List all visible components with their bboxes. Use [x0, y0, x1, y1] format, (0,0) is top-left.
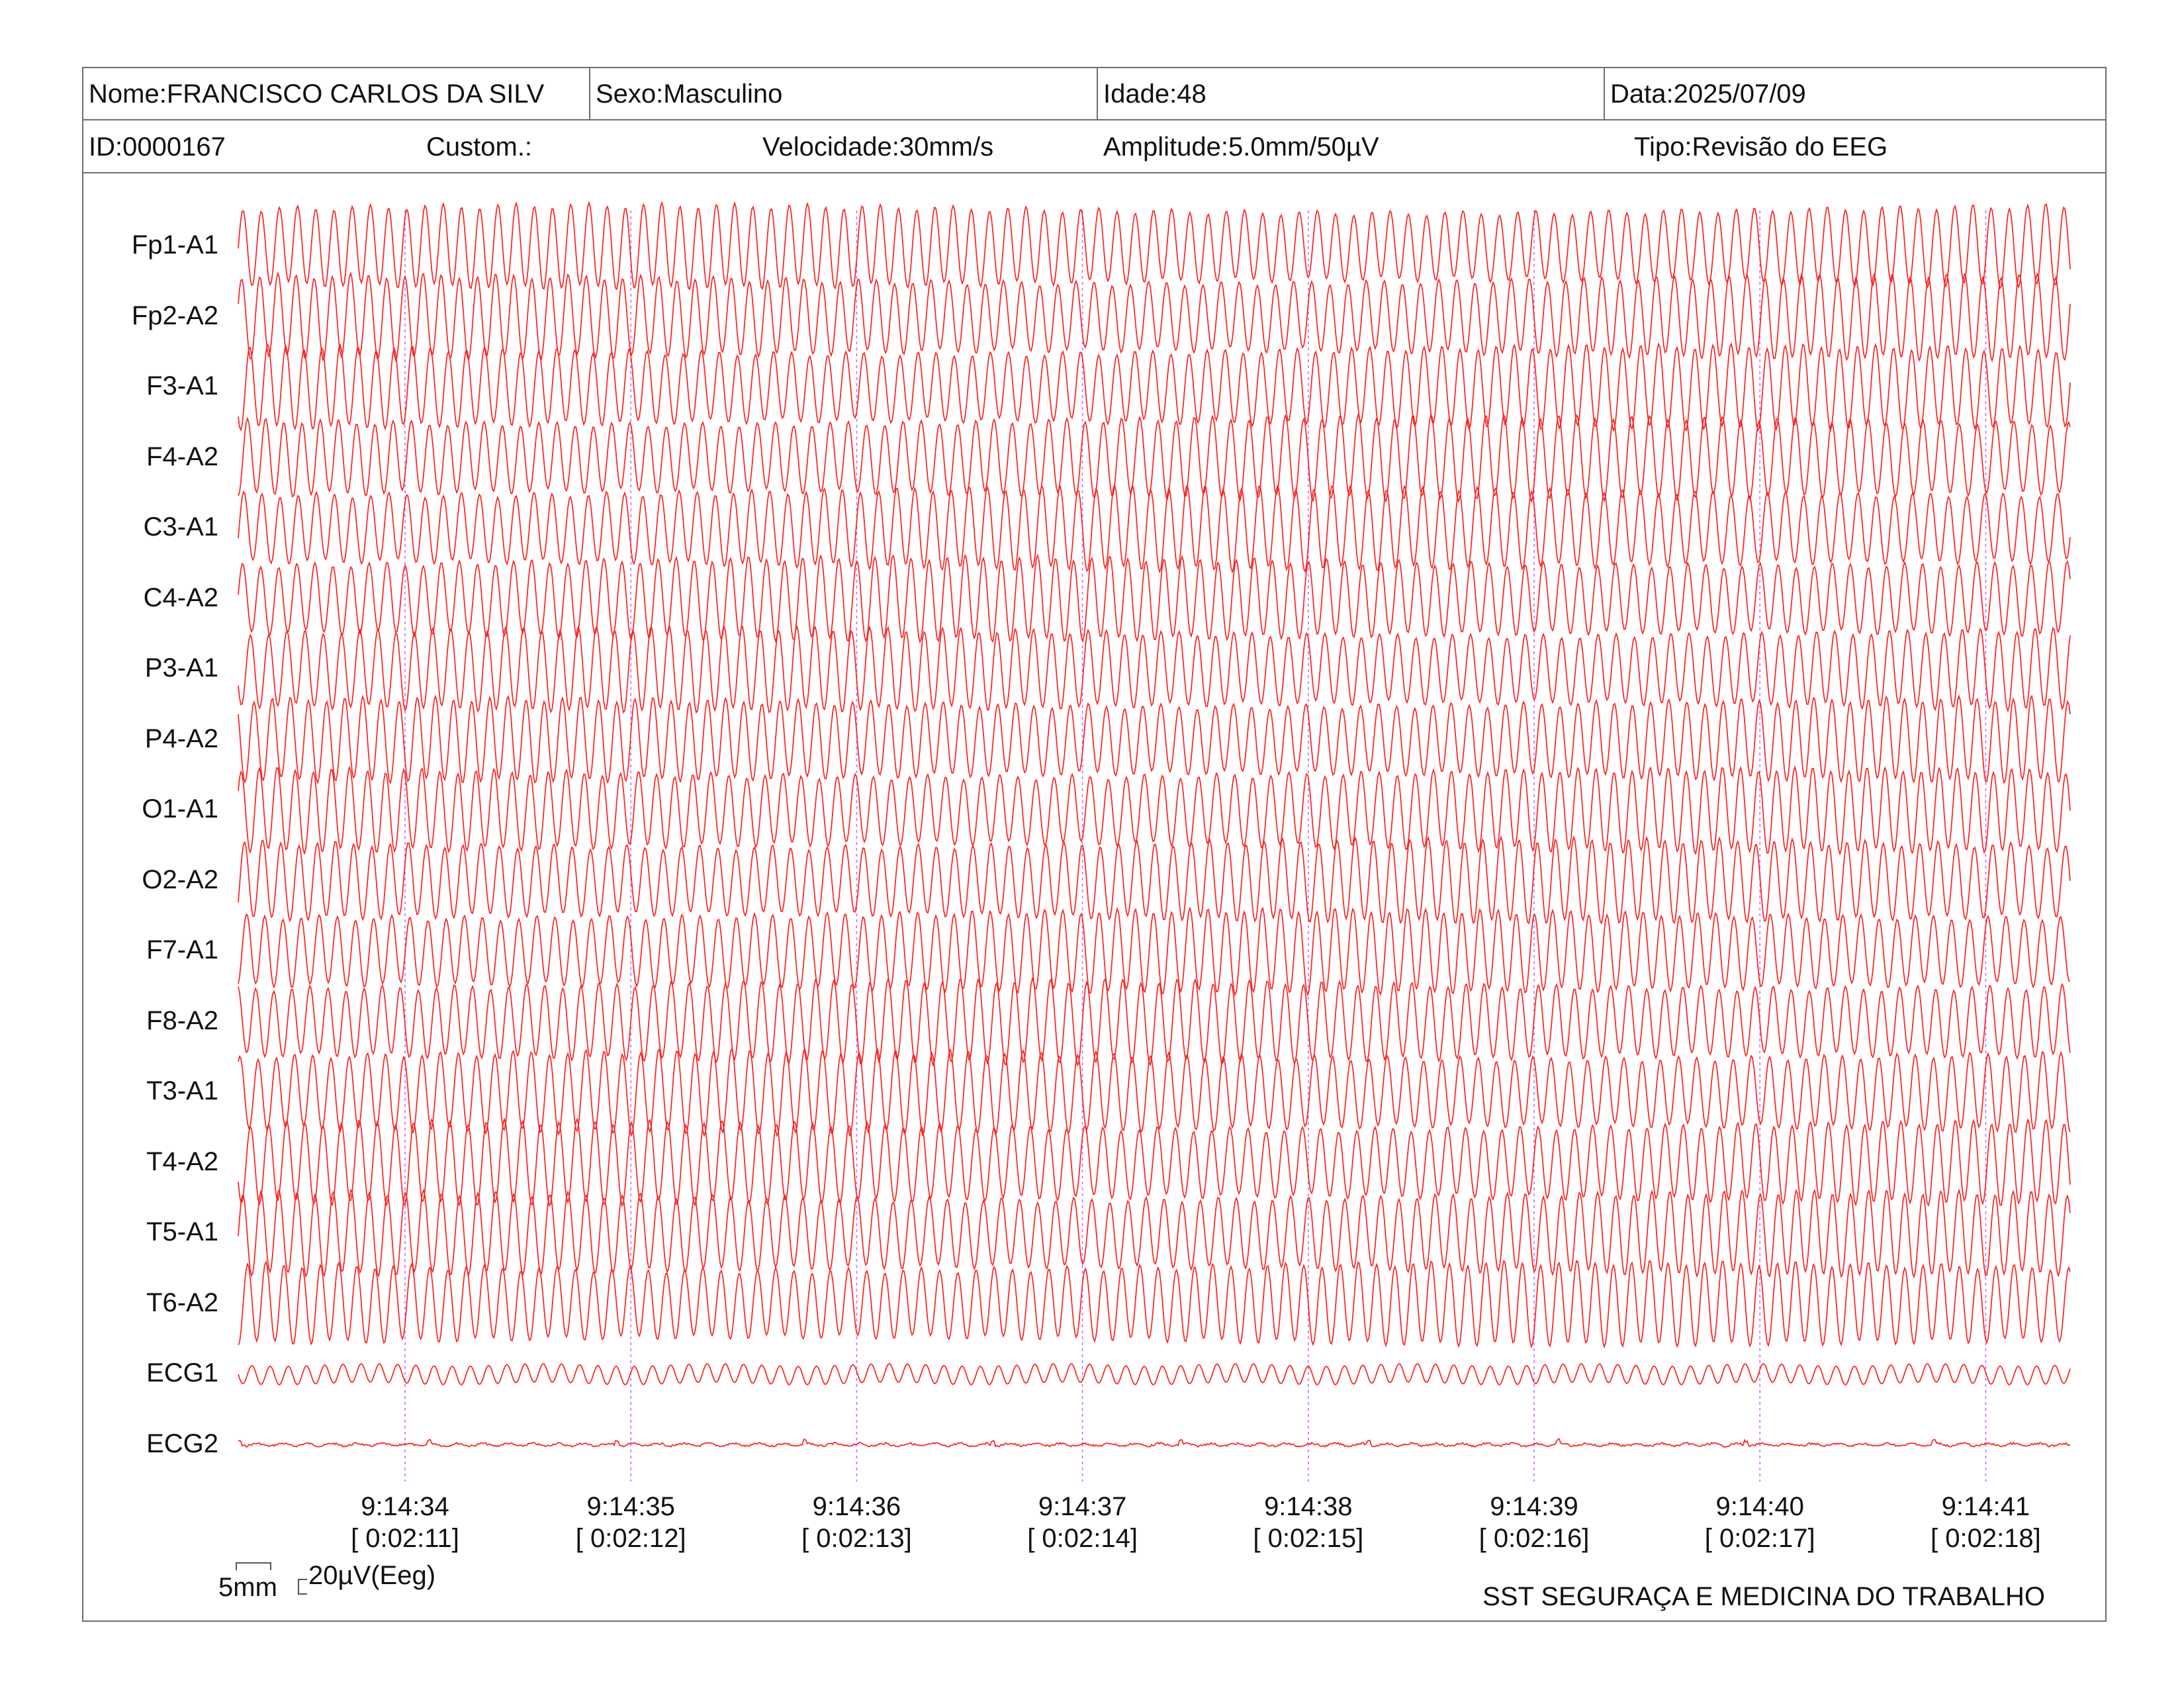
- review-type: Tipo:Revisão do EEG: [1634, 132, 1888, 162]
- time-scale-bar: [236, 1562, 271, 1570]
- trace-fp2-a2: [238, 271, 2071, 363]
- time-mark-elapsed: [ 0:02:14]: [1027, 1524, 1138, 1553]
- header-row-exam: ID:0000167 Custom.: Velocidade:30mm/s Am…: [83, 120, 2105, 173]
- trace-p3-a1: [238, 624, 2071, 714]
- trace-o2-a2: [238, 835, 2071, 925]
- time-mark-label: 9:14:40 [ 0:02:17]: [1674, 1491, 1846, 1554]
- channel-label: T3-A1: [146, 1076, 218, 1105]
- channel-label: T6-A2: [146, 1288, 218, 1317]
- channel-label: C3-A1: [143, 512, 218, 541]
- trace-f7-a1: [238, 906, 2071, 997]
- patient-age: Idade:48: [1098, 68, 1605, 119]
- channel-label: ECG1: [146, 1358, 218, 1387]
- channel-label: P4-A2: [144, 724, 218, 753]
- time-mark-clock: 9:14:37: [1038, 1492, 1127, 1521]
- channel-label: ECG2: [146, 1429, 218, 1458]
- report-frame: Nome:FRANCISCO CARLOS DA SILV Sexo:Mascu…: [82, 67, 2107, 1622]
- trace-p4-a2: [238, 694, 2071, 785]
- channel-label: F8-A2: [146, 1006, 218, 1035]
- patient-id: ID:0000167: [89, 132, 226, 162]
- time-mark-clock: 9:14:35: [586, 1492, 675, 1521]
- channel-label: F4-A2: [146, 442, 218, 471]
- time-mark-elapsed: [ 0:02:12]: [575, 1524, 686, 1553]
- time-mark-elapsed: [ 0:02:18]: [1930, 1524, 2041, 1553]
- channel-label: F3-A1: [146, 371, 218, 400]
- amplitude-scale-bar: [298, 1579, 307, 1595]
- time-mark-label: 9:14:41 [ 0:02:18]: [1899, 1491, 2071, 1554]
- time-mark-clock: 9:14:40: [1715, 1492, 1804, 1521]
- channel-label: F7-A1: [146, 935, 218, 964]
- trace-f3-a1: [238, 342, 2071, 433]
- time-mark-elapsed: [ 0:02:11]: [351, 1524, 459, 1553]
- amplitude-setting: Amplitude:5.0mm/50µV: [1103, 132, 1379, 162]
- trace-t4-a2: [238, 1117, 2071, 1208]
- time-mark-label: 9:14:34 [ 0:02:11]: [319, 1491, 491, 1554]
- header-row-patient: Nome:FRANCISCO CARLOS DA SILV Sexo:Mascu…: [83, 68, 2105, 120]
- channel-label: T4-A2: [146, 1147, 218, 1176]
- trace-f8-a2: [238, 976, 2071, 1067]
- time-mark-clock: 9:14:39: [1490, 1492, 1578, 1521]
- channel-label: Fp2-A2: [131, 301, 218, 330]
- time-mark-clock: 9:14:34: [361, 1492, 449, 1521]
- trace-ecg1: [238, 1362, 2071, 1386]
- time-mark-clock: 9:14:36: [812, 1492, 901, 1521]
- time-mark-clock: 9:14:41: [1941, 1492, 2030, 1521]
- trace-t6-a2: [238, 1260, 2071, 1349]
- patient-name: Nome:FRANCISCO CARLOS DA SILV: [83, 68, 590, 119]
- channel-label: T5-A1: [146, 1217, 218, 1246]
- channel-label: O1-A1: [142, 794, 218, 823]
- channel-label: Fp1-A1: [131, 230, 218, 259]
- time-mark-elapsed: [ 0:02:17]: [1704, 1524, 1815, 1553]
- time-mark-label: 9:14:36 [ 0:02:13]: [770, 1491, 942, 1554]
- time-mark-label: 9:14:37 [ 0:02:14]: [997, 1491, 1169, 1554]
- custom-field: Custom.:: [426, 132, 533, 162]
- amplitude-scale-label: 20µV(Eeg): [308, 1561, 436, 1590]
- trace-c4-a2: [238, 553, 2071, 644]
- patient-sex: Sexo:Masculino: [590, 68, 1098, 119]
- time-mark-elapsed: [ 0:02:15]: [1253, 1524, 1364, 1553]
- company-name: SST SEGURAÇA E MEDICINA DO TRABALHO: [1482, 1582, 2045, 1611]
- time-mark-elapsed: [ 0:02:13]: [801, 1524, 912, 1553]
- trace-t3-a1: [238, 1047, 2071, 1138]
- trace-ecg2: [238, 1438, 2071, 1448]
- time-mark-clock: 9:14:38: [1264, 1492, 1353, 1521]
- trace-c3-a1: [238, 483, 2071, 574]
- channel-label: C4-A2: [143, 583, 218, 612]
- channel-label: P3-A1: [144, 653, 218, 682]
- channel-label: O2-A2: [142, 865, 218, 894]
- time-mark-label: 9:14:39 [ 0:02:16]: [1448, 1491, 1620, 1554]
- exam-date: Data:2025/07/09: [1610, 79, 1806, 109]
- time-mark-label: 9:14:38 [ 0:02:15]: [1222, 1491, 1394, 1554]
- paper-speed: Velocidade:30mm/s: [762, 132, 994, 162]
- trace-fp1-a1: [238, 201, 2071, 291]
- trace-t5-a1: [238, 1188, 2071, 1279]
- time-scale-label: 5mm: [218, 1573, 277, 1602]
- time-mark-elapsed: [ 0:02:16]: [1479, 1524, 1590, 1553]
- trace-f4-a2: [238, 413, 2071, 504]
- time-mark-label: 9:14:35 [ 0:02:12]: [545, 1491, 717, 1554]
- trace-o1-a1: [238, 765, 2071, 856]
